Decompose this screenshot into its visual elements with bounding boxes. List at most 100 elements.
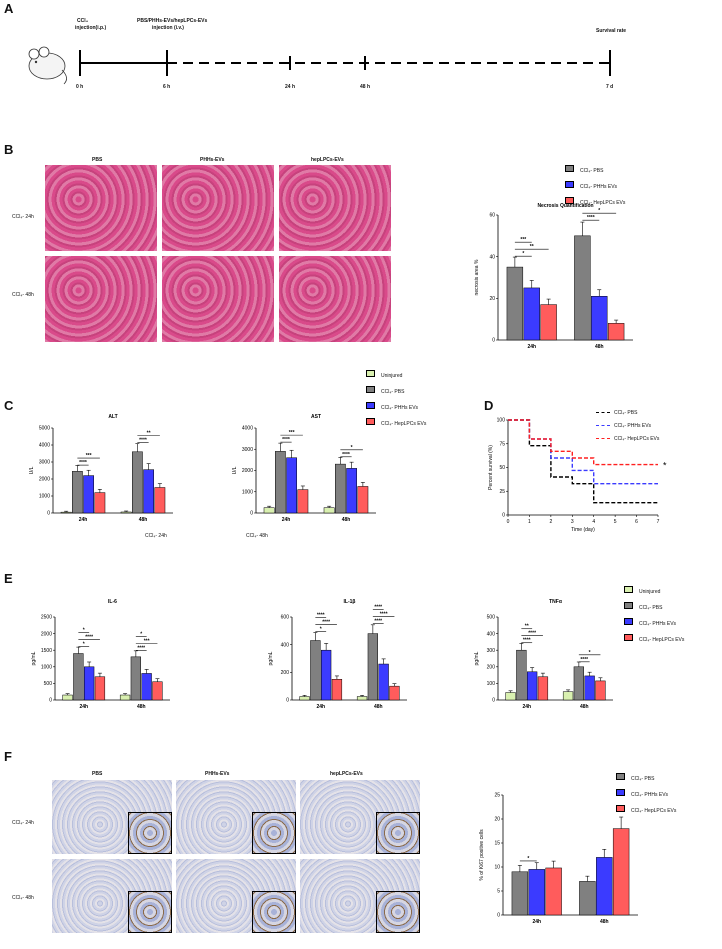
E3-chart-title: TNFα [549, 599, 563, 605]
D-series-0 [508, 419, 658, 504]
C1-bar-1-1 [132, 451, 143, 514]
E2-ylabel: pg/mL [268, 651, 274, 665]
D-ytick-label-4: 100 [497, 418, 506, 424]
E1-xtick-label-1: 48h [137, 704, 146, 710]
E2-sig-0: * [320, 627, 322, 633]
timeline-ccl4: CCl₄ [77, 18, 88, 24]
ihc-col-hep: hepLPCs-EVs [330, 771, 363, 777]
E2-sig-3: **** [374, 619, 382, 625]
D-ytick-label-1: 25 [499, 489, 505, 495]
E1-sig-5: * [140, 631, 142, 637]
legend-f: CCl₄- PBS CCl₄- PHHs EVs CCl₄- HepLPCs E… [616, 773, 676, 814]
timeline-survival: Survival rate [596, 28, 627, 34]
E1-sig-2: * [83, 628, 85, 634]
C2-sig-1: *** [289, 430, 295, 436]
E2-chart-title: IL-1β [344, 599, 356, 605]
E3-sig-2: ** [525, 624, 529, 630]
E2-sig-4: **** [380, 612, 388, 618]
D-ytick-label-0: 0 [502, 513, 505, 519]
E2-ytick-label-0: 0 [286, 698, 289, 704]
E3-sig-4: * [589, 650, 591, 656]
C2-ytick-label-2: 2000 [242, 468, 253, 474]
F-bar-1-0 [579, 881, 596, 916]
E1-sig-4: *** [144, 638, 150, 644]
D-xtick-label-3: 3 [571, 519, 574, 525]
E1-sig-1: **** [85, 635, 93, 641]
C2-sig-3: * [351, 445, 353, 451]
F-bar-0-2 [545, 867, 562, 916]
E1-bar-1-1 [130, 656, 141, 701]
F-ytick-label-5: 25 [494, 793, 500, 799]
legend-d-hep: CCl₄- HepLPCs EVs [614, 436, 660, 442]
E3-ytick-label-3: 300 [487, 648, 496, 654]
C1-ylabel: U/L [29, 466, 35, 474]
E1-bar-1-0 [119, 694, 131, 701]
E1-xtick-label-0: 24h [79, 704, 88, 710]
C1-ytick-label-4: 4000 [39, 443, 50, 449]
C2-bar-0-2 [286, 457, 297, 514]
E1-sig-0: * [83, 642, 85, 648]
C1-chart-title: ALT [108, 414, 117, 420]
D-sig-0: * [663, 461, 667, 471]
C1-sig-2: **** [139, 438, 147, 444]
ihc-inset-pbs-24h [128, 812, 172, 854]
B-ytick-label-0: 0 [492, 338, 495, 344]
E3-ytick-label-2: 200 [487, 665, 496, 671]
timeline-tick-7d: 7 d [606, 84, 614, 90]
E3-sig-0: **** [523, 638, 531, 644]
E1-ytick-label-3: 1500 [41, 648, 52, 654]
E1-chart-title: IL-6 [108, 599, 117, 605]
C1-xtick-label-0: 24h [79, 517, 88, 523]
C1-ytick-label-1: 1000 [39, 494, 50, 500]
C2-ytick-label-4: 4000 [242, 426, 253, 432]
legend-e: Uninjured CCl₄- PBS CCl₄- PHHs EVs CCl₄-… [624, 586, 684, 643]
panel-f-label: F [4, 749, 12, 764]
B-bar-1-1 [591, 296, 608, 341]
legend-c-uninjured: Uninjured [381, 373, 403, 379]
F-ytick-label-4: 20 [494, 817, 500, 823]
D-ylabel: Percent survival (%) [488, 445, 494, 490]
E3-xtick-label-0: 24h [522, 704, 531, 710]
E3-bar-1-2 [584, 675, 595, 701]
D-xtick-label-7: 7 [657, 519, 660, 525]
C1-ytick-label-0: 0 [47, 511, 50, 517]
E2-bar-1-2 [378, 663, 389, 701]
F-sig-0: * [527, 856, 529, 862]
E3-sig-1: **** [528, 631, 536, 637]
E1-bar-1-2 [141, 673, 152, 701]
E3-bar-0-2 [527, 671, 538, 701]
E2-xtick-label-1: 48h [374, 704, 383, 710]
F-bar-0-0 [511, 871, 529, 916]
legend-e-phh: CCl₄- PHHs EVs [639, 621, 677, 627]
E3-ytick-label-1: 100 [487, 681, 496, 687]
legend-f-phh: CCl₄- PHHs EVs [631, 792, 669, 798]
B-ytick-label-2: 40 [489, 254, 495, 260]
E3-xtick-label-1: 48h [580, 704, 589, 710]
E1-bar-0-0 [62, 694, 73, 701]
C2-bar-1-0 [323, 507, 335, 514]
legend-e-uninjured: Uninjured [639, 589, 661, 595]
E2-bar-1-1 [367, 633, 378, 701]
D-xtick-label-2: 2 [549, 519, 552, 525]
F-ytick-label-3: 15 [494, 841, 500, 847]
he-col-hep: hepLPCs-EVs [311, 157, 344, 163]
legend-f-hep: CCl₄- HepLPCs EVs [631, 808, 677, 814]
legend-b-pbs: CCl₄- PBS [580, 168, 604, 174]
E3-ytick-label-5: 500 [487, 615, 496, 621]
F-ytick-label-1: 5 [497, 889, 500, 895]
C1-bar-0-2 [83, 475, 94, 514]
E2-ytick-label-1: 200 [281, 670, 290, 676]
F-bar-1-2 [612, 828, 630, 916]
E1-bar-0-2 [84, 666, 95, 701]
ihc-row-24h: CCl₄- 24h [12, 820, 34, 826]
he-image-hep-48h [279, 256, 391, 342]
C2-sig-2: **** [342, 452, 350, 458]
C1-ytick-label-2: 2000 [39, 477, 50, 483]
E3-bar-1-1 [573, 666, 584, 701]
E1-ytick-label-1: 500 [44, 681, 53, 687]
legend-d-phh: CCl₄- PHHs EVs [614, 423, 652, 429]
